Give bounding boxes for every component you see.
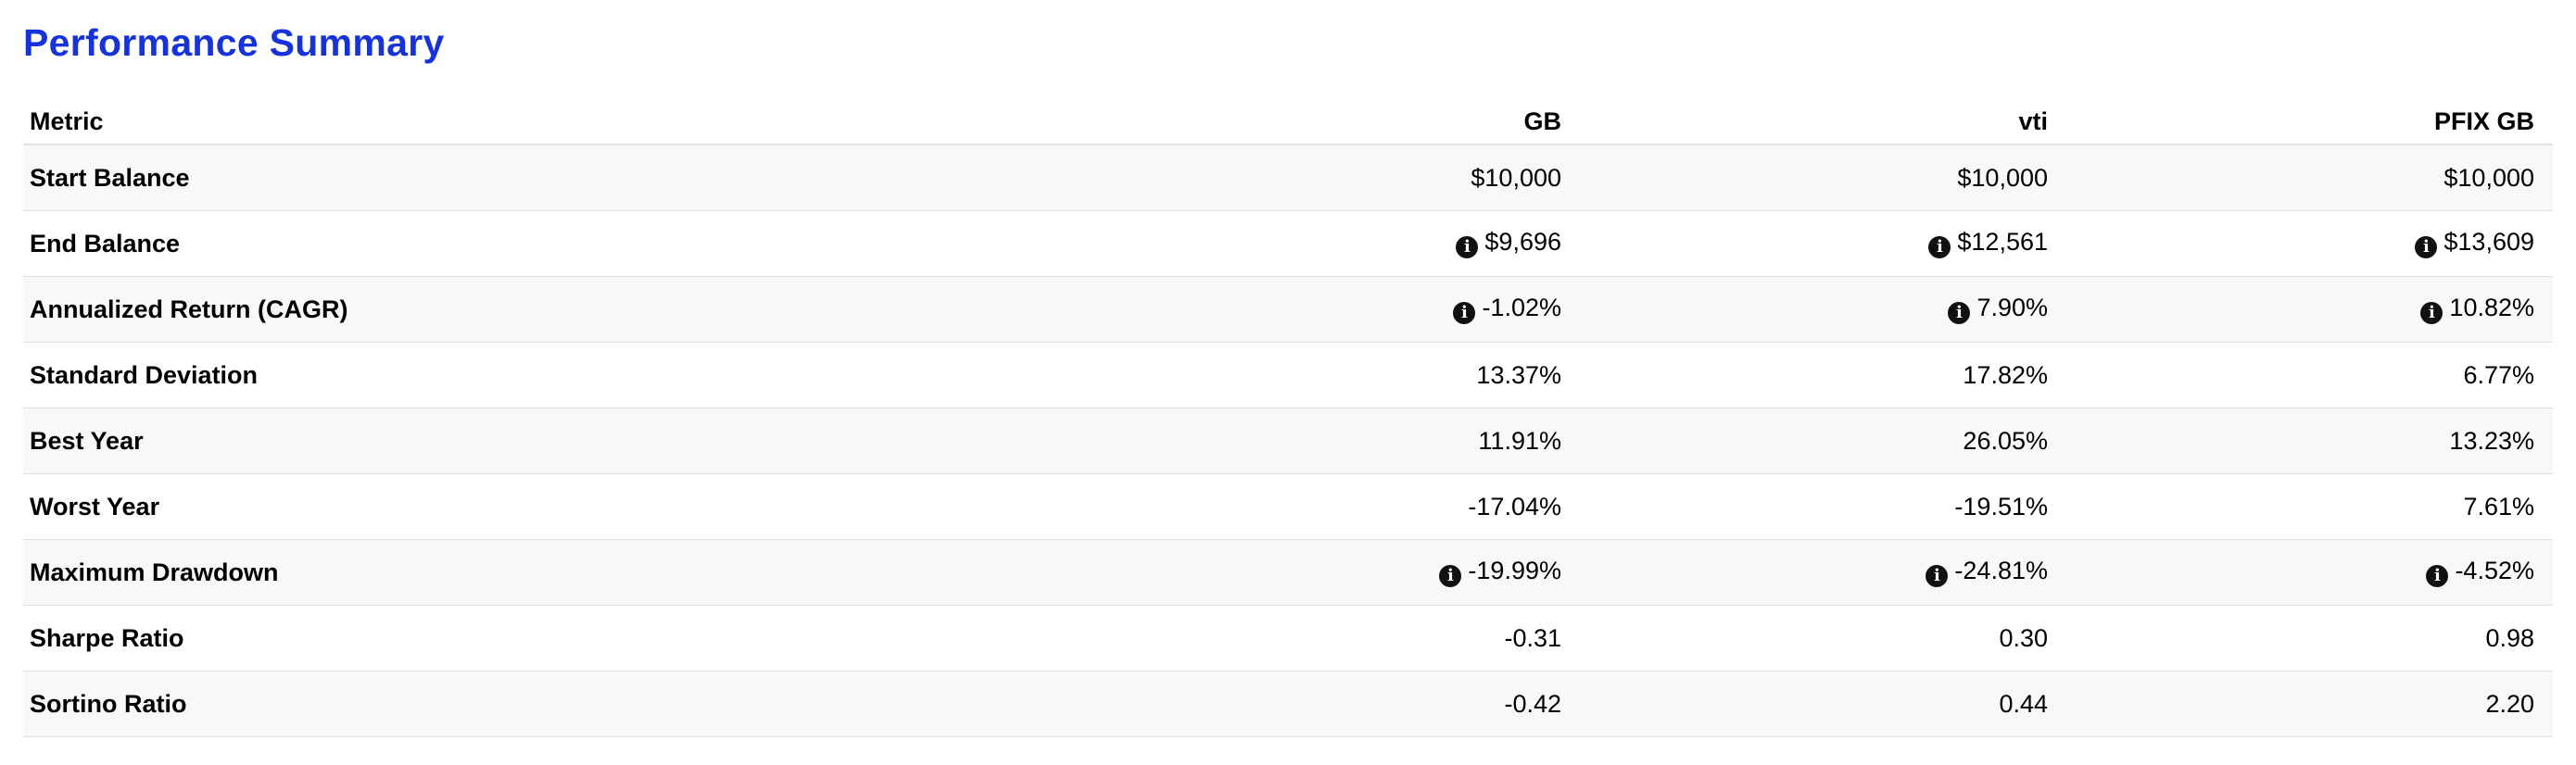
value-cell-gb: -0.31 — [1024, 605, 1580, 671]
column-header-metric: Metric — [23, 98, 1024, 145]
cell-value: $12,561 — [1957, 228, 2048, 256]
cell-value: 13.23% — [2449, 426, 2534, 455]
cell-value: $9,696 — [1484, 228, 1561, 256]
cell-value: 0.98 — [2485, 623, 2534, 652]
table-row: Start Balance $10,000 $10,000 $10,000 — [23, 144, 2553, 210]
value-cell-gb: 11.91% — [1024, 408, 1580, 473]
value-cell-gb: 13.37% — [1024, 342, 1580, 408]
value-cell-vti: 0.30 — [1580, 605, 2066, 671]
column-header-vti: vti — [1580, 98, 2066, 145]
value-cell-gb: -0.42 — [1024, 671, 1580, 736]
value-cell-gb: i $9,696 — [1024, 210, 1580, 276]
metric-label: Standard Deviation — [30, 360, 259, 389]
info-circle-icon[interactable]: i — [1926, 565, 1949, 587]
value-cell-pfix-gb: 13.23% — [2066, 408, 2553, 473]
value-cell-pfix-gb: $10,000 — [2066, 144, 2553, 210]
metric-label: Best Year — [30, 426, 144, 455]
header-row: Metric GB vti PFIX GB — [23, 98, 2553, 145]
metric-label: Worst Year — [30, 492, 160, 520]
value-cell-gb: -17.04% — [1024, 473, 1580, 539]
value-cell-gb: i -1.02% — [1024, 276, 1580, 342]
table-row: Sortino Ratio -0.42 0.44 2.20 — [23, 671, 2553, 736]
table-row: Best Year 11.91% 26.05% 13.23% — [23, 408, 2553, 473]
value-cell-gb: i -19.99% — [1024, 539, 1580, 605]
value-cell-vti: i -24.81% — [1580, 539, 2066, 605]
cell-value: -19.51% — [1954, 492, 2048, 520]
value-cell-pfix-gb: i 10.82% — [2066, 276, 2553, 342]
page-title: Performance Summary — [23, 21, 445, 64]
value-cell-vti: -19.51% — [1580, 473, 2066, 539]
metric-label: Sortino Ratio — [30, 689, 187, 718]
value-cell-pfix-gb: 7.61% — [2066, 473, 2553, 539]
cell-value: -1.02% — [1482, 294, 1561, 321]
info-circle-icon[interactable]: i — [1928, 236, 1951, 258]
cell-value: -0.42 — [1504, 689, 1561, 718]
metric-label: Start Balance — [30, 163, 190, 192]
table-header: Metric GB vti PFIX GB — [23, 98, 2553, 145]
column-header-gb: GB — [1024, 98, 1580, 145]
cell-value: 10.82% — [2449, 294, 2534, 321]
value-cell-pfix-gb: 0.98 — [2066, 605, 2553, 671]
table-row: Annualized Return (CAGR) i -1.02% i 7.90% i 10… — [23, 276, 2553, 342]
cell-value: -4.52% — [2455, 557, 2534, 584]
value-cell-gb: $10,000 — [1024, 144, 1580, 210]
table-body: Start Balance $10,000 $10,000 $10,000 End Ba… — [23, 144, 2553, 736]
cell-value: $10,000 — [1957, 163, 2048, 192]
metric-label: Maximum Drawdown — [30, 558, 279, 586]
info-circle-icon[interactable]: i — [1948, 302, 1971, 324]
cell-value: 7.61% — [2463, 492, 2534, 520]
cell-value: -17.04% — [1468, 492, 1561, 520]
cell-value: 6.77% — [2463, 360, 2534, 389]
cell-value: 26.05% — [1963, 426, 2048, 455]
value-cell-vti: 0.44 — [1580, 671, 2066, 736]
info-circle-icon[interactable]: i — [2420, 302, 2443, 324]
info-circle-icon[interactable]: i — [1456, 236, 1479, 258]
value-cell-vti: $10,000 — [1580, 144, 2066, 210]
value-cell-pfix-gb: i $13,609 — [2066, 210, 2553, 276]
cell-value: 11.91% — [1478, 426, 1561, 455]
metric-label: Sharpe Ratio — [30, 623, 184, 652]
info-circle-icon[interactable]: i — [2426, 565, 2449, 587]
cell-value: 7.90% — [1976, 294, 2048, 321]
table-row: Sharpe Ratio -0.31 0.30 0.98 — [23, 605, 2553, 671]
cell-value: -0.31 — [1504, 623, 1561, 652]
value-cell-pfix-gb: i -4.52% — [2066, 539, 2553, 605]
value-cell-vti: i $12,561 — [1580, 210, 2066, 276]
cell-value: $13,609 — [2443, 228, 2534, 256]
metric-label: Annualized Return (CAGR) — [30, 295, 348, 323]
info-circle-icon[interactable]: i — [1453, 302, 1476, 324]
value-cell-vti: 26.05% — [1580, 408, 2066, 473]
cell-value: 2.20 — [2485, 689, 2534, 718]
cell-value: $10,000 — [1471, 163, 1561, 192]
column-header-pfix-gb: PFIX GB — [2066, 98, 2553, 145]
cell-value: -24.81% — [1954, 557, 2048, 584]
value-cell-vti: 17.82% — [1580, 342, 2066, 408]
table-row: End Balance i $9,696 i $12,561 i $13,609 — [23, 210, 2553, 276]
cell-value: 0.44 — [1999, 689, 2048, 718]
cell-value: -19.99% — [1468, 557, 1561, 584]
table-row: Worst Year -17.04% -19.51% 7.61% — [23, 473, 2553, 539]
performance-summary-table: Metric GB vti PFIX GB Start Balance $10,0… — [23, 98, 2553, 737]
value-cell-vti: i 7.90% — [1580, 276, 2066, 342]
info-circle-icon[interactable]: i — [1439, 565, 1462, 587]
value-cell-pfix-gb: 2.20 — [2066, 671, 2553, 736]
cell-value: 0.30 — [1999, 623, 2048, 652]
cell-value: $10,000 — [2443, 163, 2534, 192]
cell-value: 17.82% — [1963, 360, 2048, 389]
value-cell-pfix-gb: 6.77% — [2066, 342, 2553, 408]
table-row: Maximum Drawdown i -19.99% i -24.81% i -4.52% — [23, 539, 2553, 605]
cell-value: 13.37% — [1476, 360, 1561, 389]
metric-label: End Balance — [30, 229, 181, 257]
info-circle-icon[interactable]: i — [2415, 236, 2438, 258]
table-row: Standard Deviation 13.37% 17.82% 6.77% — [23, 342, 2553, 408]
